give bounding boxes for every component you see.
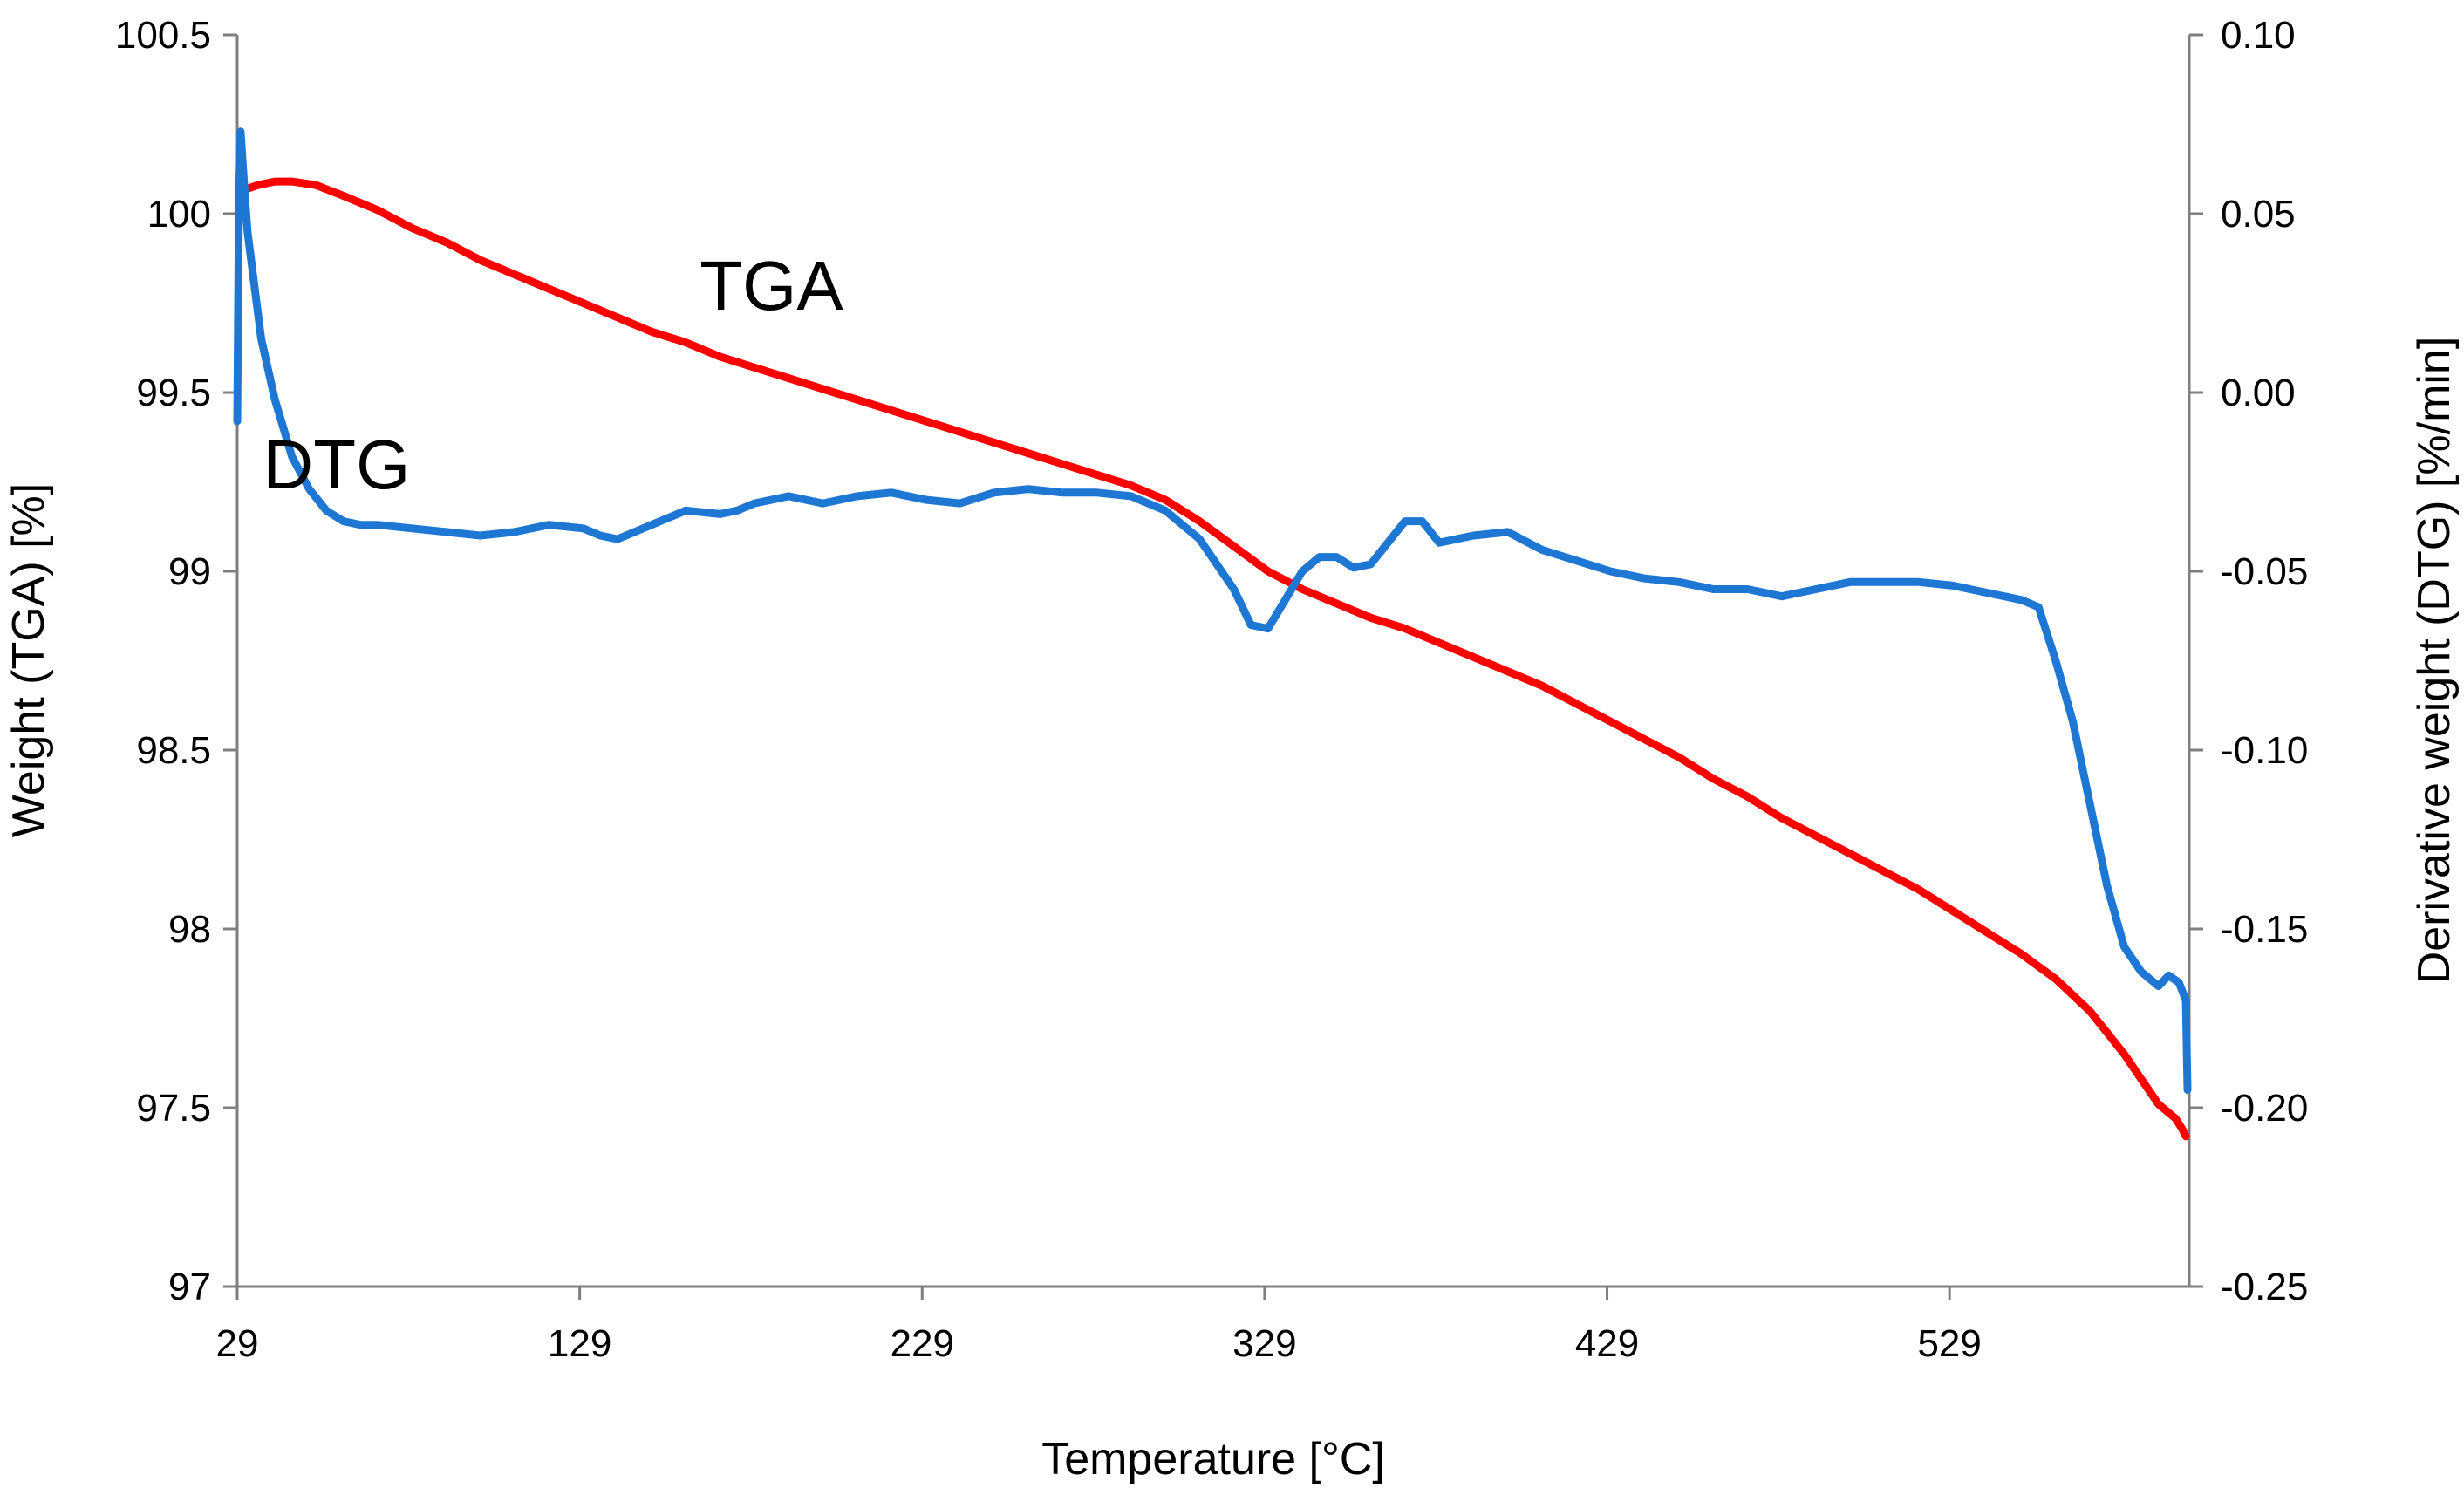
right-tick-label: 0.10 — [2221, 14, 2296, 57]
dtg-series-line — [233, 127, 2192, 1094]
right-tick-label: -0.10 — [2221, 729, 2308, 772]
right-tick-label: -0.05 — [2221, 550, 2308, 593]
left-tick-label: 100.5 — [115, 14, 211, 57]
left-tick-label: 98 — [168, 908, 211, 951]
tick-marks — [223, 33, 2203, 1300]
x-tick-label: 129 — [548, 1322, 611, 1365]
left-tick-label: 97.5 — [136, 1087, 211, 1130]
x-tick-label: 329 — [1232, 1322, 1296, 1365]
x-tick-label: 429 — [1575, 1322, 1639, 1365]
tga-series-line — [236, 177, 2190, 1141]
left-tick-label: 100 — [147, 193, 211, 236]
x-tick-label: 529 — [1917, 1322, 1981, 1365]
left-tick-label: 99 — [168, 550, 211, 593]
x-tick-label: 29 — [216, 1322, 259, 1365]
left-axis-title: Weight (TGA) [%] — [3, 483, 54, 837]
right-axis-title: Derivative weight (DTG) [%/min] — [2409, 337, 2460, 985]
series-annotations: TGA DTG — [263, 247, 843, 503]
axes — [235, 35, 2191, 1288]
left-tick-label: 99.5 — [136, 372, 211, 414]
left-tick-label: 97 — [168, 1266, 211, 1308]
tga-series-label: TGA — [700, 247, 843, 324]
right-tick-label: -0.20 — [2221, 1087, 2308, 1130]
dtg-series-label: DTG — [263, 426, 410, 503]
x-tick-label: 229 — [891, 1322, 954, 1365]
x-axis-title: Temperature [°C] — [1041, 1434, 1385, 1485]
right-tick-label: 0.05 — [2221, 193, 2296, 236]
tick-labels: 97 97.5 98 98.5 99 99.5 100 100.5 -0.25 -0.20 -0.1… — [115, 14, 2308, 1365]
right-tick-label: -0.15 — [2221, 908, 2308, 951]
series-lines — [233, 127, 2192, 1141]
right-tick-label: 0.00 — [2221, 372, 2296, 414]
right-tick-label: -0.25 — [2221, 1266, 2308, 1308]
left-tick-label: 98.5 — [136, 729, 211, 772]
